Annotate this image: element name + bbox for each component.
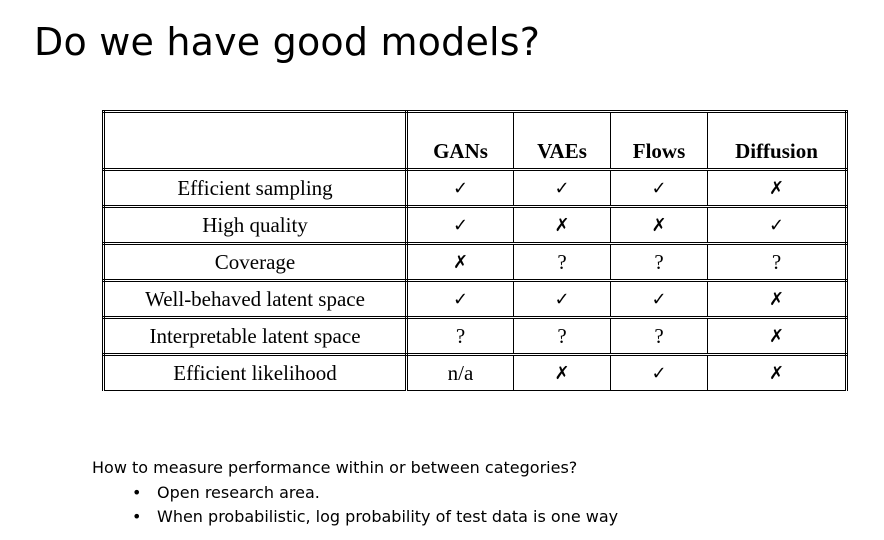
bullet-icon: • xyxy=(132,483,142,502)
cell-mark: ✗ xyxy=(513,354,611,391)
cell-mark: ? xyxy=(406,317,514,356)
table-row: Coverage ✗ ? ? ? xyxy=(102,243,848,282)
cell-mark: n/a xyxy=(406,354,514,391)
row-label: Well-behaved latent space xyxy=(102,280,408,319)
cell-mark: ✓ xyxy=(707,206,848,245)
cell-mark: ✓ xyxy=(406,206,514,245)
row-label: High quality xyxy=(102,206,408,245)
cell-mark: ✓ xyxy=(610,280,708,319)
cell-mark: ? xyxy=(513,317,611,356)
row-label: Efficient likelihood xyxy=(102,354,408,391)
footer-notes: How to measure performance within or bet… xyxy=(92,458,618,529)
cell-mark: ✓ xyxy=(513,280,611,319)
model-comparison-table: GANs VAEs Flows Diffusion Efficient samp… xyxy=(102,110,848,391)
cell-mark: ✓ xyxy=(406,169,514,208)
cell-mark: ✓ xyxy=(610,169,708,208)
table-row: Efficient sampling ✓ ✓ ✓ ✗ xyxy=(102,169,848,208)
list-item: • Open research area. xyxy=(92,481,618,505)
cell-mark: ? xyxy=(610,243,708,282)
cell-mark: ? xyxy=(513,243,611,282)
cell-mark: ✗ xyxy=(610,206,708,245)
bullet-text: Open research area. xyxy=(157,483,320,502)
cell-mark: ? xyxy=(707,243,848,282)
header-flows: Flows xyxy=(610,110,708,171)
cell-mark: ✗ xyxy=(707,280,848,319)
bullet-list: • Open research area. • When probabilist… xyxy=(92,481,618,529)
list-item: • When probabilistic, log probability of… xyxy=(92,505,618,529)
cell-mark: ✓ xyxy=(513,169,611,208)
cell-mark: ✗ xyxy=(707,169,848,208)
bullet-icon: • xyxy=(132,507,142,526)
header-corner xyxy=(102,110,408,171)
bullet-text: When probabilistic, log probability of t… xyxy=(157,507,619,526)
row-label: Coverage xyxy=(102,243,408,282)
table-header-row: GANs VAEs Flows Diffusion xyxy=(102,110,848,171)
header-vaes: VAEs xyxy=(513,110,611,171)
cell-mark: ✓ xyxy=(406,280,514,319)
row-label: Efficient sampling xyxy=(102,169,408,208)
table-row: High quality ✓ ✗ ✗ ✓ xyxy=(102,206,848,245)
cell-mark: ✗ xyxy=(513,206,611,245)
footer-question: How to measure performance within or bet… xyxy=(92,458,578,477)
cell-mark: ? xyxy=(610,317,708,356)
table-row: Efficient likelihood n/a ✗ ✓ ✗ xyxy=(102,354,848,391)
cell-mark: ✗ xyxy=(406,243,514,282)
table-row: Well-behaved latent space ✓ ✓ ✓ ✗ xyxy=(102,280,848,319)
row-label: Interpretable latent space xyxy=(102,317,408,356)
header-diffusion: Diffusion xyxy=(707,110,848,171)
cell-mark: ✗ xyxy=(707,354,848,391)
cell-mark: ✗ xyxy=(707,317,848,356)
cell-mark: ✓ xyxy=(610,354,708,391)
header-gans: GANs xyxy=(406,110,514,171)
slide-title: Do we have good models? xyxy=(34,20,541,64)
table-row: Interpretable latent space ? ? ? ✗ xyxy=(102,317,848,356)
